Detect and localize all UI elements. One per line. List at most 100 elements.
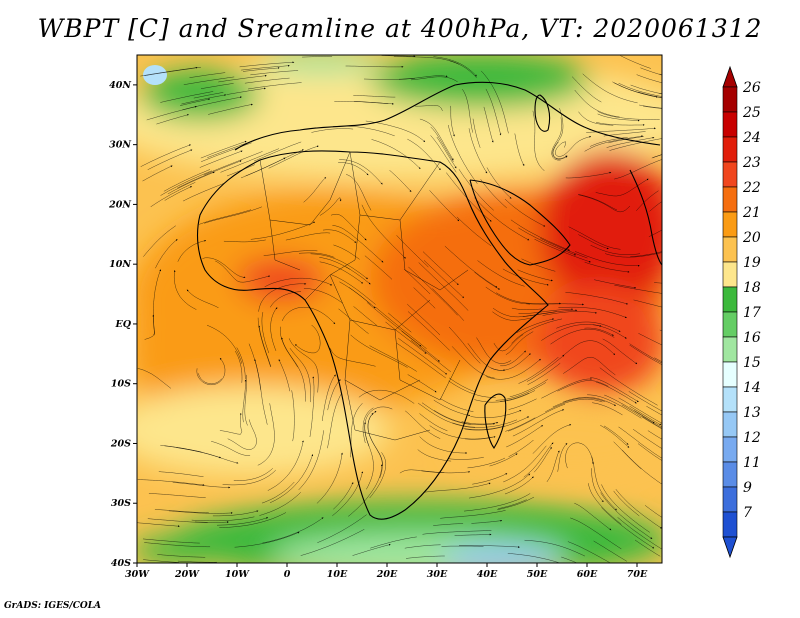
streamline — [278, 359, 291, 392]
colorbar-label: 24 — [742, 130, 761, 146]
streamline — [578, 234, 609, 250]
streamline — [309, 376, 315, 438]
colorbar-label: 22 — [742, 180, 761, 196]
colorbar-swatch — [722, 411, 738, 438]
colorbar: 26 25 24 23 22 21 20 19 18 17 16 15 14 13 12 11 9 7 — [722, 65, 761, 559]
streamline — [346, 174, 372, 211]
streamline — [259, 492, 301, 516]
streamline — [464, 436, 496, 440]
streamline — [644, 505, 662, 518]
streamline — [532, 110, 545, 171]
streamline — [574, 251, 640, 267]
streamline — [193, 92, 224, 99]
streamline — [241, 64, 290, 71]
streamline — [591, 456, 617, 511]
streamline — [281, 337, 306, 402]
streamline — [600, 425, 630, 448]
streamline — [541, 378, 593, 399]
streamline — [597, 111, 660, 120]
x-tick-label: 10W — [225, 569, 250, 580]
streamline — [458, 169, 494, 211]
colorbar-swatch — [722, 361, 738, 388]
streamline — [617, 517, 662, 550]
streamlines — [137, 55, 662, 563]
colorbar-swatch — [722, 486, 738, 513]
streamline — [405, 555, 445, 559]
streamline — [422, 251, 459, 286]
streamline — [503, 445, 547, 483]
streamline — [432, 288, 464, 321]
streamline — [448, 326, 481, 364]
colorbar-label: 23 — [742, 155, 761, 171]
streamline — [155, 239, 178, 269]
streamline — [154, 509, 209, 514]
streamline — [629, 344, 662, 365]
streamline — [147, 518, 208, 523]
streamline — [647, 430, 662, 440]
streamline — [476, 337, 512, 364]
streamline — [270, 291, 302, 308]
streamline — [613, 490, 640, 517]
streamline — [451, 346, 495, 379]
streamline — [614, 284, 662, 294]
colorbar-swatch — [722, 386, 738, 413]
streamline — [353, 95, 396, 98]
colorbar-swatch — [722, 511, 738, 538]
streamline — [421, 402, 471, 425]
streamline — [471, 519, 503, 524]
streamline — [407, 303, 441, 336]
colorbar-max-arrow — [722, 65, 738, 88]
streamline — [604, 394, 655, 424]
streamline — [196, 357, 226, 386]
streamline — [143, 559, 180, 563]
grads-credit: GrADS: IGES/COLA — [4, 601, 102, 611]
streamline — [291, 390, 295, 442]
streamline — [404, 544, 441, 549]
streamline — [191, 516, 255, 522]
streamline — [638, 333, 662, 346]
streamline — [508, 398, 537, 410]
y-tick-label: 40S — [111, 558, 131, 569]
streamline — [322, 229, 357, 243]
y-tick-label: 20N — [108, 199, 131, 210]
streamline — [144, 314, 155, 340]
streamline — [327, 379, 341, 411]
streamline — [424, 482, 491, 493]
streamline — [470, 410, 522, 418]
streamline — [594, 279, 637, 289]
streamline — [456, 216, 492, 247]
streamline — [505, 417, 536, 432]
streamline — [410, 340, 452, 373]
streamline — [199, 209, 252, 225]
streamline — [240, 157, 286, 179]
streamline — [618, 82, 662, 97]
streamline — [578, 194, 631, 213]
streamline — [289, 348, 311, 403]
streamline — [146, 105, 197, 121]
streamline — [498, 499, 527, 509]
streamline — [143, 225, 176, 257]
streamline — [430, 126, 454, 163]
streamline — [521, 258, 556, 272]
streamline — [448, 380, 496, 398]
streamline — [269, 454, 314, 504]
colorbar-label: 20 — [742, 230, 761, 246]
streamline — [177, 160, 242, 189]
streamline — [172, 482, 231, 489]
streamline — [527, 363, 561, 385]
streamline — [485, 286, 530, 305]
streamline — [448, 377, 476, 393]
streamline — [369, 345, 417, 372]
coastlines — [196, 81, 662, 520]
streamline — [504, 476, 534, 495]
streamline — [490, 353, 531, 371]
colorbar-swatch — [722, 161, 738, 188]
streamline — [415, 105, 443, 111]
streamline — [643, 105, 662, 109]
streamline — [270, 307, 278, 351]
streamline — [523, 442, 554, 478]
streamline — [588, 483, 622, 525]
x-tick-label: 70E — [627, 569, 648, 580]
streamline — [563, 396, 617, 406]
